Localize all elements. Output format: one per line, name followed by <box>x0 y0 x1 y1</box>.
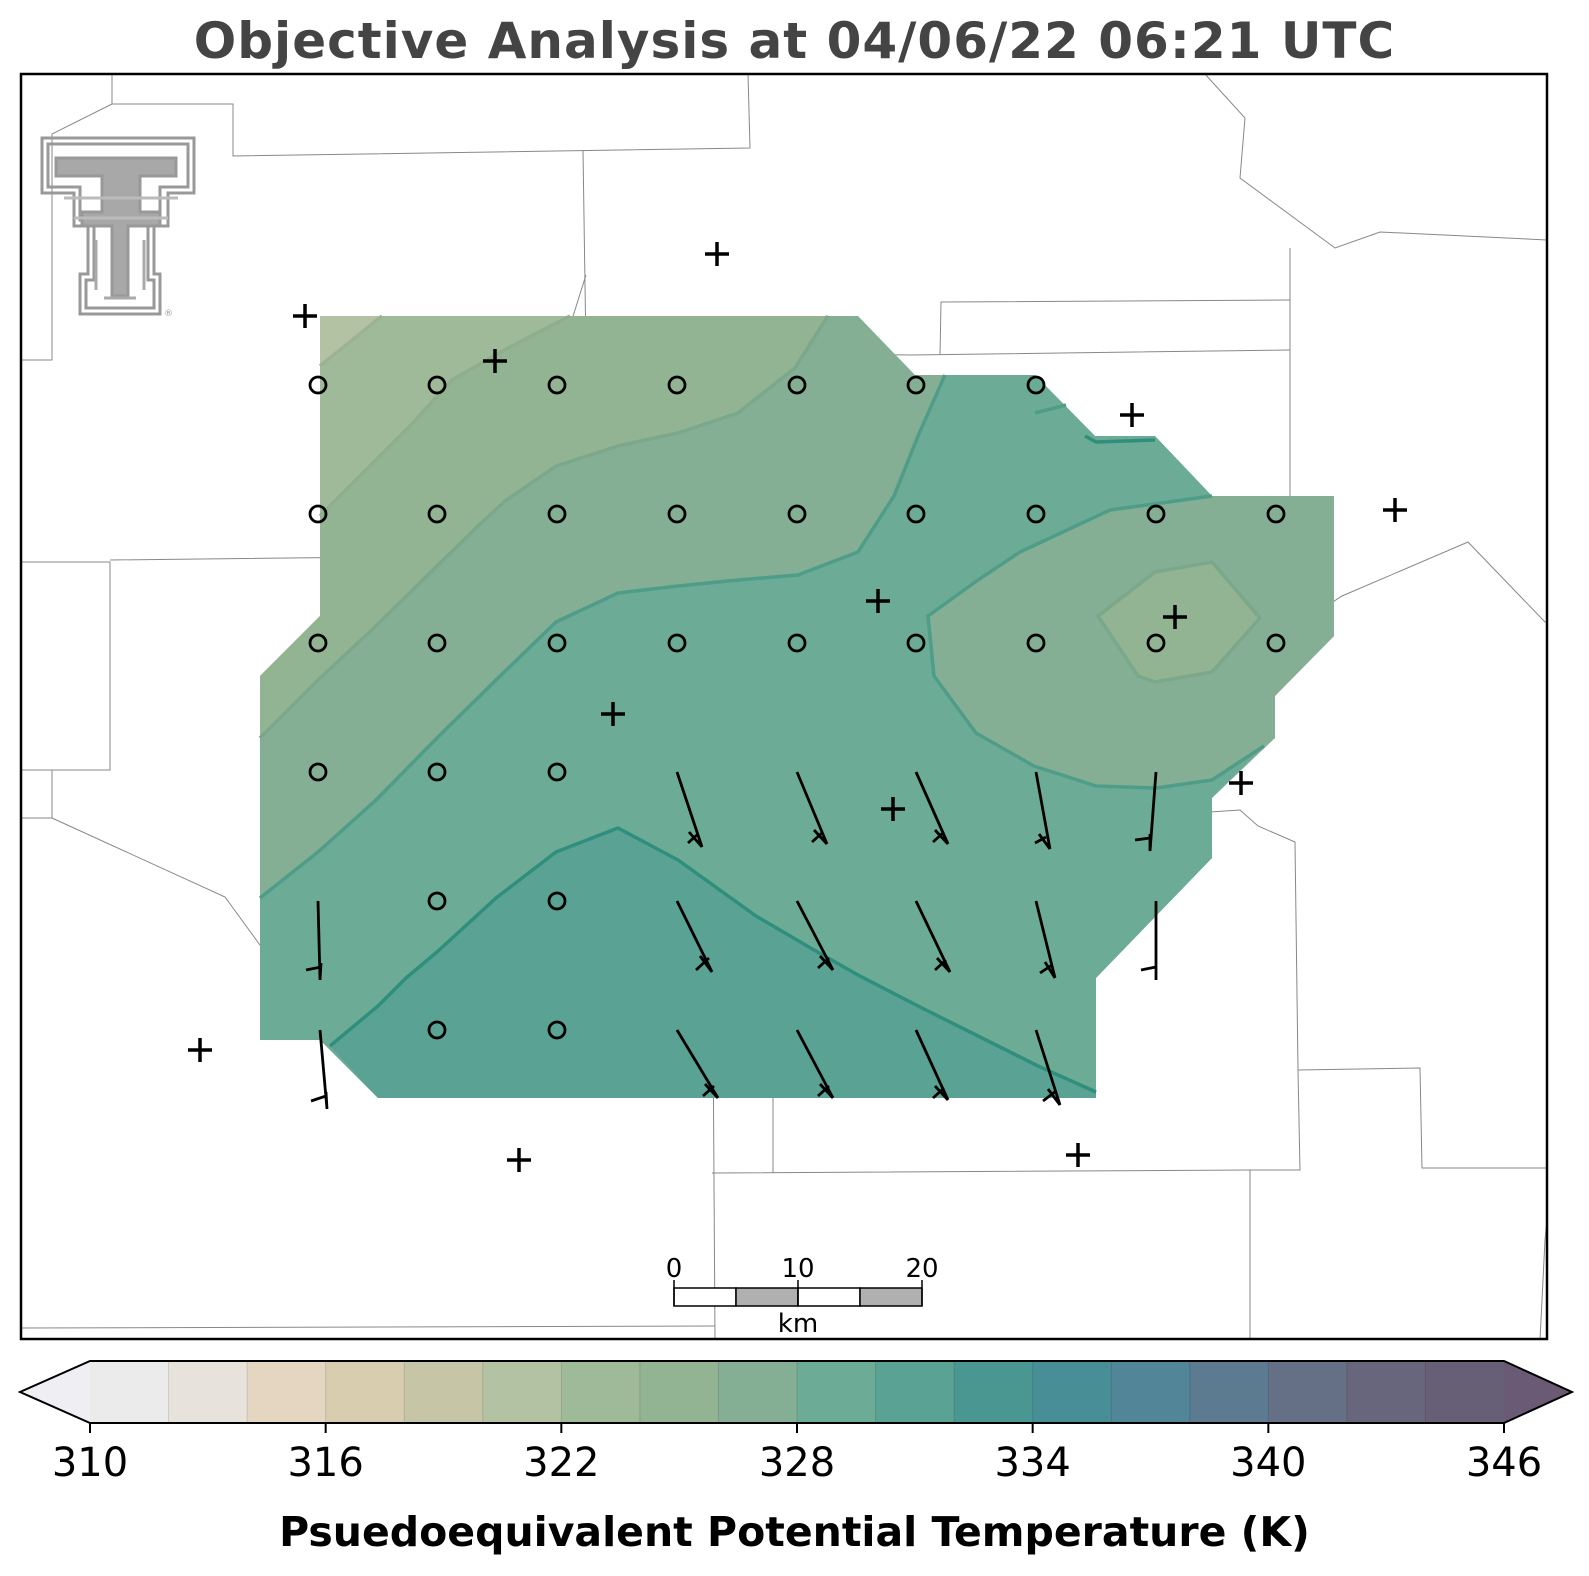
colorbar-bin <box>875 1361 955 1423</box>
colorbar-bin <box>1425 1361 1505 1423</box>
colorbar-bin <box>90 1361 170 1423</box>
colorbar-bin <box>168 1361 248 1423</box>
scale-unit: km <box>778 1309 818 1339</box>
colorbar-bin <box>1189 1361 1269 1423</box>
colorbar-bin <box>325 1361 405 1423</box>
colorbar-bin <box>639 1361 719 1423</box>
colorbar-bin <box>482 1361 562 1423</box>
theta-e-field <box>260 316 1334 1098</box>
station-markers <box>188 242 1407 1172</box>
scale-label-10: 10 <box>781 1254 814 1284</box>
colorbar-bin <box>797 1361 877 1423</box>
scale-label-20: 20 <box>905 1254 938 1284</box>
colorbar-tick-label: 346 <box>1466 1440 1542 1486</box>
colorbar <box>17 1360 1575 1424</box>
contour-lines <box>258 314 1265 1094</box>
colorbar-bin <box>1032 1361 1112 1423</box>
colorbar-bin <box>404 1361 484 1423</box>
colorbar-tick-label: 334 <box>994 1440 1070 1486</box>
colorbar-bin <box>1346 1361 1426 1423</box>
colorbar-bin <box>1111 1361 1191 1423</box>
scale-label-0: 0 <box>666 1254 683 1284</box>
texas-tech-double-t-logo: ® <box>40 136 196 319</box>
colorbar-bin <box>718 1361 798 1423</box>
colorbar-tick-label: 340 <box>1230 1440 1306 1486</box>
wind-barbs <box>305 771 1158 1110</box>
colorbar-tick-labels: 310 316 322 328 334 340 346 <box>52 1423 1542 1486</box>
map-frame <box>19 72 1549 1341</box>
map-title: Objective Analysis at 04/06/22 06:21 UTC <box>193 12 1396 70</box>
calm-wind-circles <box>308 375 1286 1040</box>
colorbar-tick-label: 328 <box>759 1440 835 1486</box>
svg-text:®: ® <box>164 309 173 319</box>
colorbar-bin <box>1268 1361 1348 1423</box>
colorbar-tick-label: 316 <box>287 1440 363 1486</box>
colorbar-bin <box>247 1361 327 1423</box>
colorbar-bin <box>954 1361 1034 1423</box>
colorbar-bin <box>561 1361 641 1423</box>
colorbar-extend-high <box>1504 1361 1572 1423</box>
colorbar-label: Psuedoequivalent Potential Temperature (… <box>279 1508 1310 1556</box>
colorbar-tick-label: 322 <box>523 1440 599 1486</box>
colorbar-extend-low <box>20 1361 90 1423</box>
colorbar-tick-label: 310 <box>52 1440 128 1486</box>
scale-bar: 0 10 20 km <box>666 1254 939 1339</box>
